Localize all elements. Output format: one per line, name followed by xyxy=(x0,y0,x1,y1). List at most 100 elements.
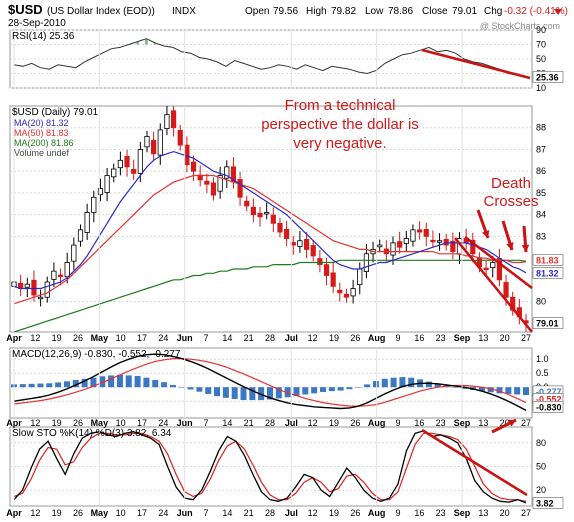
annotation-death-crosses: Death Crosses xyxy=(483,175,538,210)
x-tick-label: 12 xyxy=(308,418,318,428)
candle xyxy=(277,217,283,238)
legend-ma50: MA(50) 81.83 xyxy=(14,128,69,138)
x-tick-label: Sep xyxy=(454,418,471,428)
price-tick-label: 84 xyxy=(536,210,546,220)
low-value: 78.86 xyxy=(388,6,413,17)
macd-histogram-bar xyxy=(487,387,494,393)
price-tick-label: 80 xyxy=(536,297,546,307)
x-tick-label: 24 xyxy=(158,418,168,428)
candle-body xyxy=(64,262,70,278)
candle xyxy=(91,190,97,223)
sto-last-tag: 3.82 xyxy=(532,497,564,509)
candle xyxy=(237,171,243,206)
price-channel-lower xyxy=(454,237,533,333)
macd-histogram-bar xyxy=(302,387,309,395)
macd-hist-tag-text: -0.277 xyxy=(536,387,562,397)
symbol-name: (US Dollar Index (EOD)) xyxy=(47,6,155,17)
macd-histogram-bar xyxy=(496,387,503,394)
price-last-tag-text: 79.01 xyxy=(536,319,559,329)
macd-histogram-bar xyxy=(187,387,194,390)
x-tick-label: 9 xyxy=(395,508,400,518)
x-tick-label: 16 xyxy=(414,333,424,343)
candle-body xyxy=(237,179,243,198)
macd-histogram-bar xyxy=(108,375,115,388)
death-cross-arrow-3-head xyxy=(521,244,530,252)
x-tick-label: 19 xyxy=(329,508,339,518)
macd-tick-label: 1.0 xyxy=(536,354,549,364)
x-tick-label: 7 xyxy=(203,508,208,518)
x-tick-label: Jul xyxy=(285,508,298,518)
x-tick-label: 13 xyxy=(478,508,488,518)
chg-down-icon xyxy=(554,9,562,15)
candle xyxy=(417,221,423,240)
candle-body xyxy=(71,244,77,262)
candle xyxy=(164,106,170,136)
candle xyxy=(217,166,223,199)
quote-bar: Open 79.56 High 79.82 Low 78.86 Close 79… xyxy=(245,6,568,17)
candle xyxy=(104,167,110,202)
price-tick-label: 87 xyxy=(536,144,546,154)
candle-body xyxy=(377,244,383,248)
candle-body xyxy=(343,293,350,298)
macd-histogram-bar xyxy=(258,387,265,401)
x-tick-label: Jul xyxy=(285,333,298,343)
x-tick-label: 24 xyxy=(158,333,168,343)
legend-volume: Volume undef xyxy=(14,148,70,158)
macd-histogram-bar xyxy=(222,387,229,398)
x-tick-label: 26 xyxy=(350,333,360,343)
price-tick-label: 86 xyxy=(536,166,546,176)
candles xyxy=(11,106,529,332)
x-tick-label: 19 xyxy=(329,333,339,343)
macd-value-tag-box xyxy=(532,401,564,413)
x-tick-label: Aug xyxy=(368,333,386,343)
candle xyxy=(257,206,263,227)
x-tick-label: 23 xyxy=(436,333,446,343)
candle xyxy=(24,277,30,298)
candle xyxy=(284,220,290,247)
candle-body xyxy=(483,267,489,271)
x-tick-label: 9 xyxy=(395,418,400,428)
candle xyxy=(436,233,443,251)
candle-body xyxy=(436,240,443,243)
x-tick-label: 26 xyxy=(73,508,83,518)
x-tick-label: 14 xyxy=(222,333,232,343)
macd-histogram-bar xyxy=(240,387,247,401)
x-tick-label: 17 xyxy=(137,508,147,518)
macd-tick-label: 0.5 xyxy=(536,368,549,378)
candle-body xyxy=(323,264,330,276)
candle-body xyxy=(337,289,343,294)
macd-histogram xyxy=(11,374,529,401)
price-title: $USD (Daily) 79.01 xyxy=(12,107,99,118)
candle-body xyxy=(403,238,409,244)
high-label: High xyxy=(306,6,327,17)
annotation-line-3: very negative. xyxy=(293,135,386,152)
candle-body xyxy=(77,229,84,242)
candle-body xyxy=(224,166,230,179)
candle xyxy=(210,177,217,201)
close-value: 79.01 xyxy=(452,6,477,17)
candle xyxy=(37,289,44,307)
sto-title: Slow STO %K(14) %D(3) 3.82, 6.34 xyxy=(12,428,172,439)
x-tick-label: 7 xyxy=(203,333,208,343)
candle-body xyxy=(264,212,270,215)
candle-body xyxy=(363,253,370,272)
candle-body xyxy=(423,229,429,237)
ma50-last-tag: 81.83 xyxy=(532,254,564,266)
x-tick-label: 21 xyxy=(244,418,254,428)
candle-body xyxy=(297,240,303,247)
annotation-main: From a technical perspective the dollar … xyxy=(261,97,419,152)
macd-histogram-bar xyxy=(205,387,212,394)
x-tick-label: 27 xyxy=(521,418,531,428)
x-tick-label: 12 xyxy=(30,418,40,428)
candle-body xyxy=(270,214,276,224)
x-tick-label: 20 xyxy=(500,333,510,343)
x-tick-label: 12 xyxy=(30,508,40,518)
close-label: Close xyxy=(422,6,448,17)
candle-body xyxy=(104,175,110,193)
macd-histogram-bar xyxy=(37,383,44,388)
macd-histogram-bar xyxy=(46,383,53,388)
x-tick-label: 16 xyxy=(414,418,424,428)
candle-body xyxy=(503,282,509,298)
candle-body xyxy=(317,258,323,266)
candle xyxy=(270,207,276,233)
